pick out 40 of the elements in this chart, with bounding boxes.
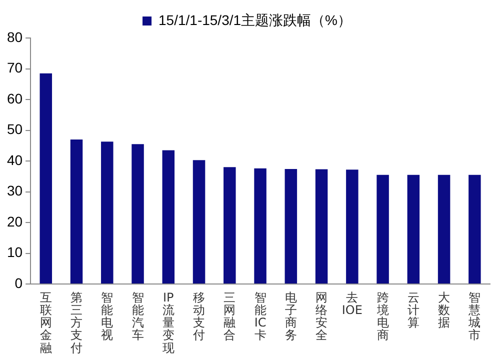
y-tick-label: 50	[6, 121, 23, 138]
bar	[376, 174, 389, 284]
y-tick-label: 40	[6, 152, 23, 168]
y-tick-label: 60	[6, 90, 23, 106]
legend-label: 15/1/1-15/3/1主题涨跌幅（%）	[158, 12, 352, 28]
x-tick-label: 云计算	[407, 290, 420, 330]
bar	[192, 160, 206, 284]
x-tick-label: IP流量变现	[162, 290, 174, 355]
x-tick-label: 网络安全	[316, 290, 328, 342]
x-tick-label: 跨境电商	[376, 290, 389, 342]
bar	[132, 144, 144, 284]
y-tick-label: 10	[6, 244, 23, 260]
bar	[254, 168, 266, 284]
bar	[315, 169, 328, 284]
bar	[101, 142, 114, 284]
y-tick-label: 0	[14, 274, 23, 291]
bar	[346, 170, 358, 284]
bar	[162, 150, 175, 284]
y-tick-label: 30	[6, 182, 23, 199]
y-tick-label: 80	[6, 28, 23, 45]
x-tick-label: 大数据	[438, 290, 450, 330]
x-tick-label: 电子商务	[284, 290, 297, 342]
x-tick-label: 三网融合	[224, 290, 236, 342]
x-tick-label: 移动支付	[192, 290, 206, 342]
bar	[40, 73, 52, 284]
x-tick-label: 智能电视	[101, 290, 114, 342]
bar	[70, 139, 83, 284]
y-tick-label: 70	[6, 60, 23, 76]
bar	[407, 174, 420, 284]
bar	[468, 174, 481, 284]
x-tick-label: 第三方支付	[70, 290, 83, 355]
y-tick-label: 20	[6, 213, 23, 230]
bar	[438, 174, 450, 284]
x-tick-label: 智慧城市	[468, 290, 481, 342]
x-tick-label: 去IOE	[342, 290, 362, 318]
x-tick-label: 智能汽车	[132, 290, 144, 342]
x-tick-label: 互联网金融	[40, 290, 52, 355]
bar	[284, 168, 298, 284]
x-tick-label: 智能IC卡	[254, 290, 266, 342]
bar	[224, 167, 236, 284]
